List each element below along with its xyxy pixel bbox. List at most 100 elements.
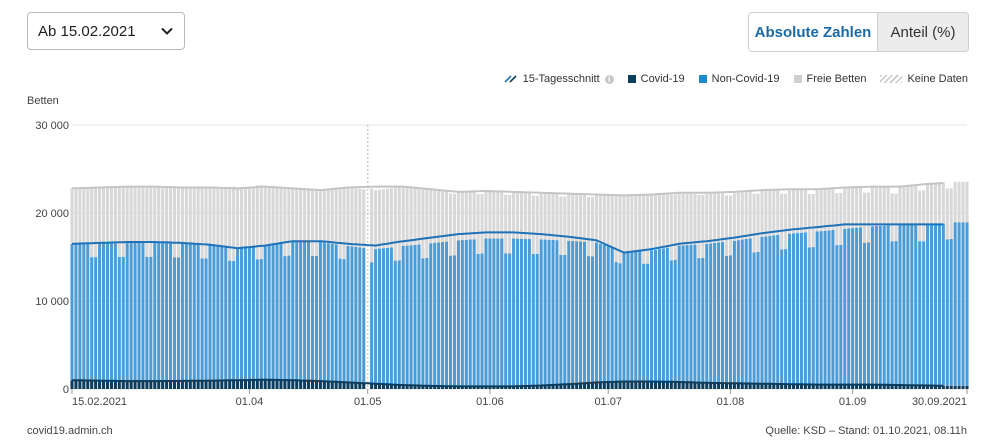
bar-covid: [192, 380, 196, 389]
bar-noncovid: [933, 224, 937, 386]
bar-covid: [626, 381, 630, 389]
bar-free: [224, 188, 228, 247]
date-range-select[interactable]: Ab 15.02.2021: [27, 12, 185, 50]
bar-covid: [874, 384, 878, 389]
bar-noncovid: [657, 249, 662, 382]
legend-label-nodata: Keine Daten: [907, 73, 968, 85]
info-icon[interactable]: i: [604, 74, 614, 84]
bar-covid: [614, 381, 618, 389]
bar-covid: [330, 381, 334, 389]
bar-free: [898, 187, 902, 225]
bar-noncovid: [492, 238, 496, 387]
bar-covid: [251, 379, 255, 389]
bar-free: [342, 187, 346, 260]
bar-covid: [291, 380, 295, 389]
bar-covid: [488, 386, 492, 389]
x-tick-label: 01.09: [839, 396, 867, 408]
bar-covid: [480, 386, 484, 389]
bar-noncovid: [851, 228, 855, 385]
bar-noncovid: [468, 239, 472, 387]
bar-noncovid: [665, 247, 669, 382]
bar-covid: [653, 381, 658, 389]
bar-covid: [468, 386, 472, 389]
bar-noncovid: [728, 255, 732, 384]
toggle-absolute-button[interactable]: Absolute Zahlen: [749, 13, 877, 51]
bar-covid: [847, 384, 851, 389]
bar-free: [563, 196, 567, 255]
bar-noncovid: [409, 245, 413, 386]
bar-noncovid: [646, 263, 650, 382]
bar-free: [650, 194, 654, 251]
bar-noncovid: [555, 240, 559, 385]
bar-noncovid: [350, 246, 354, 383]
bar-covid: [642, 381, 646, 389]
bar-covid: [835, 384, 839, 389]
bar-covid: [141, 381, 145, 389]
bar-covid: [961, 385, 965, 389]
bar-free: [145, 186, 149, 257]
bar-covid: [764, 383, 768, 389]
footer-source-site[interactable]: covid19.admin.ch: [27, 425, 113, 437]
bar-covid: [799, 384, 803, 389]
bar-noncovid: [291, 241, 295, 381]
bar-covid: [701, 382, 705, 389]
bar-covid: [819, 384, 823, 389]
bar-covid: [295, 380, 299, 389]
chart-legend: 15-Tagesschnitt i Covid-19 Non-Covid-19 …: [504, 73, 968, 85]
bar-free: [594, 194, 598, 243]
bar-noncovid: [188, 244, 192, 381]
bar-covid: [263, 379, 267, 389]
bar-free: [330, 189, 334, 244]
bar-covid: [807, 384, 811, 389]
bar-free: [744, 191, 748, 240]
bar-covid: [661, 381, 665, 389]
bar-noncovid: [295, 241, 299, 381]
bar-noncovid: [508, 253, 512, 387]
bar-free: [732, 193, 736, 241]
bar-noncovid: [559, 254, 563, 385]
bar-noncovid: [417, 244, 421, 386]
bar-covid: [563, 384, 567, 389]
bar-covid: [571, 383, 575, 389]
bar-covid: [519, 386, 524, 389]
bar-free: [267, 186, 271, 245]
toggle-share-button[interactable]: Anteil (%): [877, 13, 968, 51]
bar-free: [456, 191, 460, 241]
bar-noncovid: [543, 239, 547, 386]
bar-noncovid: [586, 256, 591, 383]
bar-free: [957, 181, 961, 223]
legend-item-free[interactable]: Freie Betten: [793, 73, 866, 85]
bar-noncovid: [819, 231, 823, 385]
bar-covid: [354, 382, 358, 389]
legend-item-covid[interactable]: Covid-19: [627, 73, 685, 85]
bar-covid: [618, 381, 622, 389]
average-line-noncovid: [71, 223, 944, 254]
bar-noncovid: [196, 244, 200, 381]
bar-noncovid: [86, 243, 90, 381]
bar-noncovid: [764, 236, 768, 384]
bar-covid: [551, 384, 555, 389]
bar-noncovid: [547, 239, 551, 386]
bar-free: [492, 191, 496, 239]
legend-item-average[interactable]: 15-Tagesschnitt i: [504, 73, 614, 85]
bar-free: [630, 195, 634, 252]
bar-covid: [760, 383, 764, 389]
bar-noncovid: [807, 247, 811, 385]
bar-covid: [728, 383, 732, 389]
bar-covid: [567, 384, 571, 389]
bar-free: [184, 188, 188, 244]
bar-noncovid: [358, 247, 362, 383]
bar-noncovid: [299, 241, 303, 381]
legend-item-noncovid[interactable]: Non-Covid-19: [698, 73, 780, 85]
bar-free: [780, 193, 784, 250]
bar-noncovid: [441, 242, 445, 387]
legend-item-nodata[interactable]: Keine Daten: [880, 73, 968, 85]
bar-noncovid: [145, 256, 149, 382]
bar-noncovid: [393, 260, 397, 385]
bar-noncovid: [870, 226, 874, 385]
bar-free: [551, 193, 555, 240]
bar-free: [389, 188, 393, 248]
bar-covid: [358, 382, 362, 389]
bar-noncovid: [172, 257, 177, 381]
bar-covid: [318, 381, 322, 389]
